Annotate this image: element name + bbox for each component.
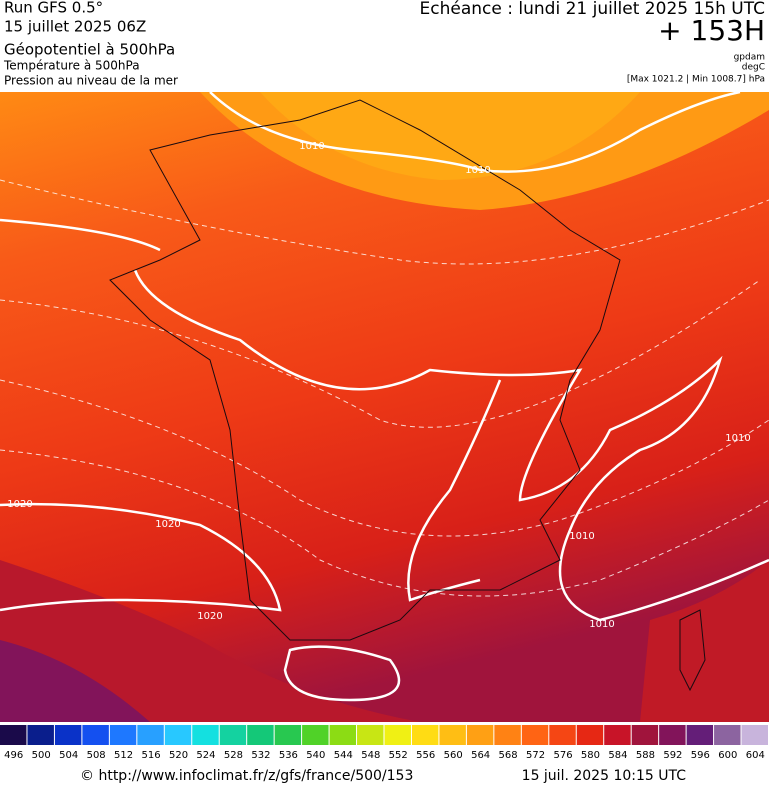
colorbar-label: 580 [581, 750, 600, 761]
header-line: Température à 500hPa [3, 59, 140, 73]
contour-label: 1020 [197, 611, 222, 622]
band [0, 640, 150, 722]
colorbar-swatch [494, 725, 521, 745]
colorbar-label: 564 [471, 750, 490, 761]
colorbar-swatch [109, 725, 137, 745]
contour-label: 1010 [299, 141, 324, 152]
contour-labels: 1010 1010 1020 1020 1020 1010 1010 1010 [7, 141, 750, 630]
contour-label: 1010 [725, 433, 750, 444]
colorbar-swatch [82, 725, 109, 745]
colorbar-label: 532 [251, 750, 270, 761]
colorbar-label: 520 [169, 750, 188, 761]
colorbar-label: 572 [526, 750, 545, 761]
colorbar-swatch [164, 725, 192, 745]
header-left: Run GFS 0.5°15 juillet 2025 06Z Géopotent… [3, 0, 178, 88]
colorbar-swatch [466, 725, 494, 745]
colorbar-label: 528 [224, 750, 243, 761]
colorbar-swatch [411, 725, 439, 745]
colorbar-label: 512 [114, 750, 133, 761]
band [260, 92, 640, 180]
colorbar-swatch [439, 725, 466, 745]
colorbar-label: 588 [636, 750, 655, 761]
header-line: 15 juillet 2025 06Z [4, 18, 146, 36]
colorbar-swatch [604, 725, 631, 745]
colorbar-swatch [659, 725, 686, 745]
header-line: Géopotentiel à 500hPa [4, 41, 175, 59]
timestamp: 15 juil. 2025 10:15 UTC [522, 768, 687, 784]
colorbar-label: 576 [553, 750, 572, 761]
isobars [0, 92, 769, 702]
isotherms [0, 179, 769, 597]
colorbar-swatch [357, 725, 384, 745]
contour-label: 1020 [155, 519, 180, 530]
lead-time: + 153H [658, 14, 765, 47]
colorbar-swatch [631, 725, 659, 745]
unit: gpdam [734, 53, 765, 63]
colorbar-swatch [576, 725, 604, 745]
colorbar-label: 600 [718, 750, 737, 761]
contour-label: 1010 [569, 531, 594, 542]
colorbar-label: 508 [87, 750, 106, 761]
colorbar-label: 604 [746, 750, 765, 761]
header-line: Run GFS 0.5° [4, 0, 103, 17]
colorbar-swatch [384, 725, 411, 745]
colorbar-label: 516 [142, 750, 161, 761]
source-url: © http://www.infoclimat.fr/z/gfs/france/… [80, 768, 413, 784]
valid-time: Echéance : lundi 21 juillet 2025 15h UTC [420, 0, 765, 19]
colorbar-label: 540 [306, 750, 325, 761]
colorbar-swatch [686, 725, 714, 745]
contour-label: 1010 [589, 619, 614, 630]
colorbar-label: 596 [691, 750, 710, 761]
colorbar-label: 504 [59, 750, 78, 761]
colorbar-swatch [247, 725, 274, 745]
colorbar-swatch [714, 725, 741, 745]
pressure-range: [Max 1021.2 | Min 1008.7] hPa [627, 75, 765, 85]
colorbar-label: 548 [361, 750, 380, 761]
colorbar-label: 568 [499, 750, 518, 761]
colorbar: 496 500 504 508 512 516 520 524 528 532 536 540 544 5… [0, 725, 768, 761]
colorbar-swatch [329, 725, 357, 745]
colorbar-label: 584 [608, 750, 627, 761]
colorbar-swatch [274, 725, 302, 745]
colorbar-label: 560 [444, 750, 463, 761]
unit: degC [742, 63, 765, 73]
colorbar-label: 496 [4, 750, 23, 761]
colorbar-swatch [741, 725, 768, 745]
borders [109, 99, 706, 692]
colorbar-label: 524 [196, 750, 215, 761]
colorbar-label: 500 [32, 750, 51, 761]
colorbar-label: 552 [389, 750, 408, 761]
colorbar-swatch [549, 725, 576, 745]
colorbar-swatch [137, 725, 164, 745]
colorbar-label: 544 [334, 750, 353, 761]
colorbar-swatch [54, 725, 82, 745]
colorbar-label: 556 [416, 750, 435, 761]
band [640, 560, 769, 722]
colorbar-label: 592 [663, 750, 682, 761]
map [0, 92, 769, 722]
colorbar-swatch [219, 725, 247, 745]
colorbar-label: 536 [279, 750, 298, 761]
colorbar-swatch [521, 725, 549, 745]
header-line: Pression au niveau de la mer [4, 74, 178, 88]
colorbar-swatch [0, 725, 27, 745]
contour-label: 1010 [465, 165, 490, 176]
contour-label: 1020 [7, 499, 32, 510]
colorbar-swatch [192, 725, 219, 745]
colorbar-swatch [302, 725, 329, 745]
colorbar-swatch [27, 725, 54, 745]
